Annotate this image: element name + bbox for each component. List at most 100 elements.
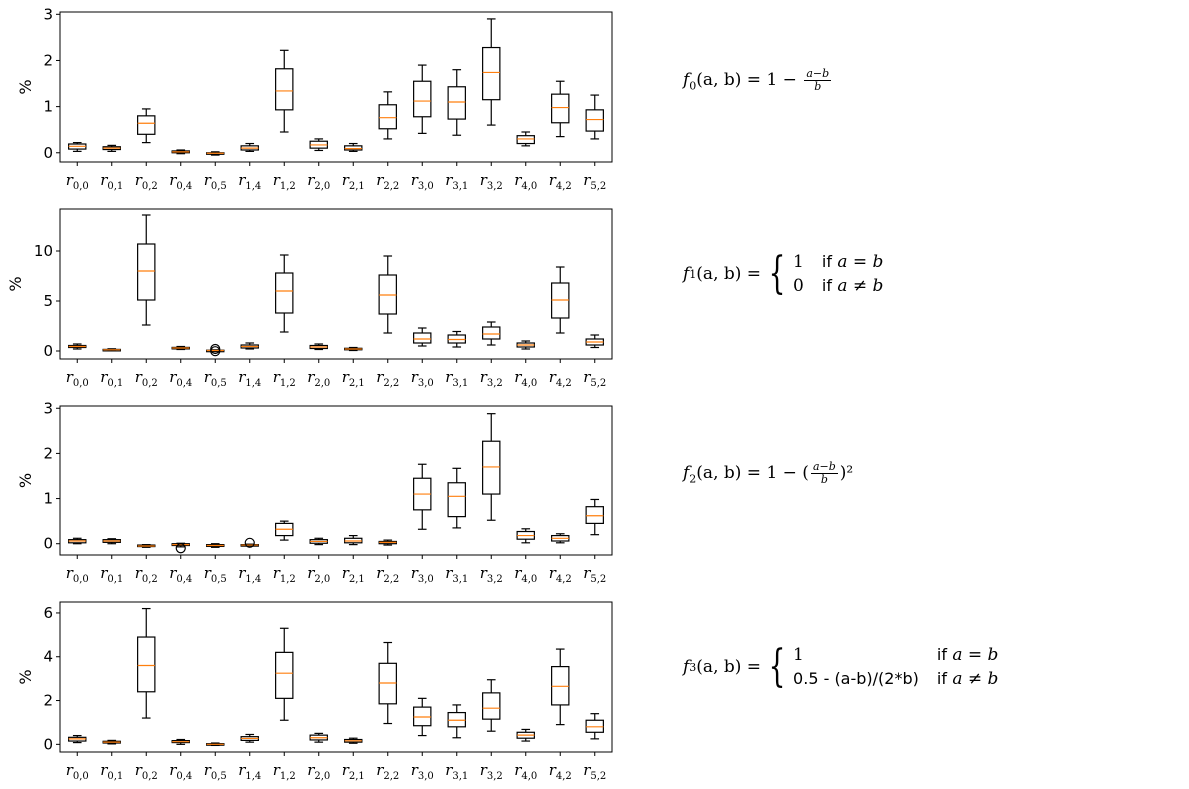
formula-f1: f 1 (a, b) = { 1 if a = b 0 if a ≠ b: [683, 248, 884, 299]
formula-f3-row0-if: if: [936, 645, 947, 664]
x-tick-label: r1,4: [238, 564, 261, 585]
box-iqr: [482, 692, 501, 720]
y-axis-label: %: [16, 669, 35, 684]
box-9: [378, 91, 397, 140]
box-8: [344, 346, 363, 352]
x-tick-label: r1,2: [273, 171, 296, 192]
box-11: [447, 330, 466, 348]
formula-f3-row1-cond: a ≠ b: [952, 669, 999, 689]
x-tick-label: r0,1: [100, 761, 123, 782]
formula-f3-row0-value: 1: [793, 645, 804, 665]
formula-f1-brace: {: [768, 248, 786, 299]
x-tick-label: r0,5: [204, 564, 227, 585]
box-4: [206, 151, 225, 156]
x-tick-label: r3,1: [445, 761, 468, 782]
formula-f1-row1-if: if: [821, 276, 832, 295]
box-0: [68, 343, 87, 350]
box-14: [551, 533, 570, 544]
box-iqr: [137, 636, 156, 693]
x-tick-label: r2,0: [307, 368, 330, 389]
x-tick-label: r2,2: [376, 171, 399, 192]
x-tick-label: r4,2: [549, 761, 572, 782]
box-11: [447, 467, 466, 529]
x-tick-label: r0,2: [135, 761, 158, 782]
formula-f2-lhs: f: [683, 463, 690, 483]
box-10: [413, 463, 432, 530]
x-tick-label: r3,1: [445, 368, 468, 389]
formula-f1-lhs: f: [683, 264, 690, 284]
x-tick-label: r2,1: [342, 761, 365, 782]
y-axis-label: %: [6, 276, 25, 291]
y-tick-label: 10: [34, 242, 53, 260]
x-tick-label: r2,2: [376, 564, 399, 585]
box-12: [482, 413, 501, 521]
box-4: [206, 543, 225, 548]
x-tick-label: r5,2: [583, 564, 606, 585]
formula-f2-tail: )²: [839, 463, 854, 483]
x-tick-label: r0,5: [204, 761, 227, 782]
x-tick-label: r3,1: [445, 564, 468, 585]
box-0: [68, 734, 87, 744]
box-3: [171, 738, 190, 745]
box-4: [206, 343, 225, 357]
x-tick-label: r0,0: [66, 564, 89, 585]
formula-f2-num: a−b: [810, 460, 838, 474]
box-8: [344, 142, 363, 152]
formula-f1-sub: 1: [689, 267, 697, 281]
x-tick-label: r2,1: [342, 368, 365, 389]
box-4: [206, 742, 225, 747]
x-tick-label: r2,2: [376, 368, 399, 389]
x-tick-label: r0,5: [204, 171, 227, 192]
x-tick-label: r1,2: [273, 564, 296, 585]
box-8: [344, 534, 363, 546]
box-iqr: [482, 46, 501, 101]
y-tick-label: 0: [43, 535, 53, 553]
x-tick-label: r3,0: [411, 564, 434, 585]
x-tick-label: r0,4: [169, 761, 192, 782]
x-tick-label: r2,1: [342, 171, 365, 192]
box-iqr: [275, 68, 294, 111]
box-12: [482, 679, 501, 732]
x-tick-label: r3,2: [480, 761, 503, 782]
axes-frame: [59, 405, 613, 556]
x-tick-label: r1,2: [273, 761, 296, 782]
box-7: [309, 138, 328, 152]
box-iqr: [413, 80, 432, 118]
box-9: [378, 641, 397, 725]
x-tick-label: r2,1: [342, 564, 365, 585]
box-iqr: [551, 93, 570, 124]
formula-f1-row0-value: 1: [793, 252, 804, 272]
formula-f0-fraction: a−b b: [804, 68, 832, 93]
x-tick-label: r3,0: [411, 368, 434, 389]
x-tick-label: r0,4: [169, 171, 192, 192]
box-13: [516, 728, 535, 742]
x-tick-label: r0,2: [135, 171, 158, 192]
chart-panel-0: 0 1 2 3% r0,0 r0,1 r0,2 r0,4 r0,5 r1,4 r1,2 r2,0 r2,…: [16, 5, 613, 192]
box-iqr: [137, 243, 156, 301]
y-tick-label: 2: [43, 51, 53, 69]
y-tick-label: 0: [43, 342, 53, 360]
formula-f0-args: (a, b) = 1 −: [696, 70, 797, 90]
formula-f1-row0-cond: a = b: [837, 252, 884, 272]
y-tick-label: 4: [43, 648, 53, 666]
box-14: [551, 266, 570, 334]
formula-f2-fraction: a−b b: [810, 460, 838, 486]
box-6: [275, 520, 294, 541]
box-11: [447, 69, 466, 136]
box-9: [378, 255, 397, 334]
box-1: [102, 348, 121, 352]
box-iqr: [447, 482, 466, 518]
formula-f3-sub: 3: [689, 660, 697, 674]
box-iqr: [447, 86, 466, 120]
x-tick-label: r0,4: [169, 368, 192, 389]
x-tick-label: r3,2: [480, 171, 503, 192]
x-tick-label: r0,0: [66, 368, 89, 389]
box-iqr: [344, 145, 363, 151]
box-iqr: [516, 135, 535, 145]
x-tick-label: r3,2: [480, 564, 503, 585]
box-0: [68, 537, 87, 545]
formula-f3-lhs: f: [683, 657, 690, 677]
box-1: [102, 144, 121, 152]
box-12: [482, 18, 501, 126]
box-6: [275, 627, 294, 721]
